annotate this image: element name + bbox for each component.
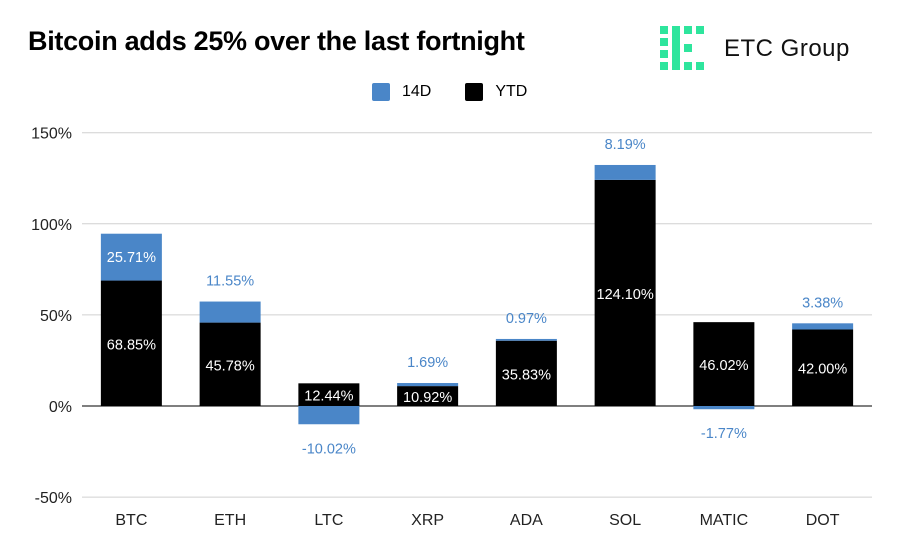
x-tick-label: ETH [214, 512, 246, 529]
bar-ytd-ada [495, 340, 557, 406]
bar-14d-dot [792, 323, 854, 330]
bar-14d-xrp [397, 383, 459, 387]
y-tick-label: 100% [31, 217, 72, 234]
bar-14d-matic [693, 406, 755, 410]
x-tick-label: LTC [314, 512, 343, 529]
legend-label-ytd: YTD [495, 83, 528, 100]
legend-swatch-ytd [465, 83, 484, 101]
data-label-ytd: 46.02% [699, 358, 748, 374]
data-label-14d: -10.02% [302, 441, 356, 457]
x-tick-label: DOT [806, 512, 840, 529]
data-label-ytd: 124.10% [597, 287, 654, 303]
legend-item-ytd: YTD [465, 83, 527, 101]
y-tick-label: -50% [35, 490, 72, 507]
bar-14d-eth [199, 301, 261, 323]
legend-label-14d: 14D [402, 83, 432, 100]
x-tick-label: BTC [115, 512, 147, 529]
bar-ytd-btc [100, 280, 162, 406]
bar-ytd-eth [199, 322, 261, 406]
data-label-ytd: 42.00% [798, 362, 847, 378]
y-tick-label: 150% [31, 126, 72, 143]
data-label-ytd: 68.85% [107, 337, 156, 353]
bar-14d-ltc [298, 406, 360, 425]
data-label-ytd: 35.83% [502, 367, 551, 383]
bar-ytd-sol [594, 179, 656, 406]
legend-swatch-14d [372, 83, 390, 101]
chart-legend: 14D YTD [372, 83, 561, 101]
bar-ytd-matic [693, 322, 755, 406]
bar-14d-ada [495, 338, 557, 341]
x-tick-label: MATIC [700, 512, 749, 529]
data-label-14d: 25.71% [107, 250, 156, 266]
data-label-14d: 0.97% [506, 311, 547, 327]
bar-ytd-xrp [397, 386, 459, 406]
x-tick-label: SOL [609, 512, 641, 529]
data-label-14d: 1.69% [407, 355, 448, 371]
data-label-ytd: 10.92% [403, 390, 452, 406]
data-label-ytd: 45.78% [206, 358, 255, 374]
etc-group-logo-icon [660, 26, 704, 70]
legend-item-14d: 14D [372, 83, 431, 101]
data-label-ytd: 12.44% [304, 389, 353, 405]
bar-ytd-ltc [298, 383, 360, 406]
y-tick-label: 0% [49, 399, 72, 416]
data-label-14d: -1.77% [701, 426, 747, 442]
x-tick-label: XRP [411, 512, 444, 529]
bar-14d-sol [594, 164, 656, 180]
brand-name: ETC Group [724, 35, 850, 62]
brand-logo: ETC Group [660, 26, 850, 72]
data-label-14d: 11.55% [206, 274, 254, 290]
x-tick-label: ADA [510, 512, 543, 529]
chart-title: Bitcoin adds 25% over the last fortnight [28, 26, 525, 56]
bar-ytd-dot [792, 329, 854, 406]
data-label-14d: 3.38% [802, 295, 843, 311]
data-label-14d: 8.19% [605, 137, 646, 153]
y-tick-label: 50% [40, 308, 72, 325]
bar-14d-btc [100, 233, 162, 281]
